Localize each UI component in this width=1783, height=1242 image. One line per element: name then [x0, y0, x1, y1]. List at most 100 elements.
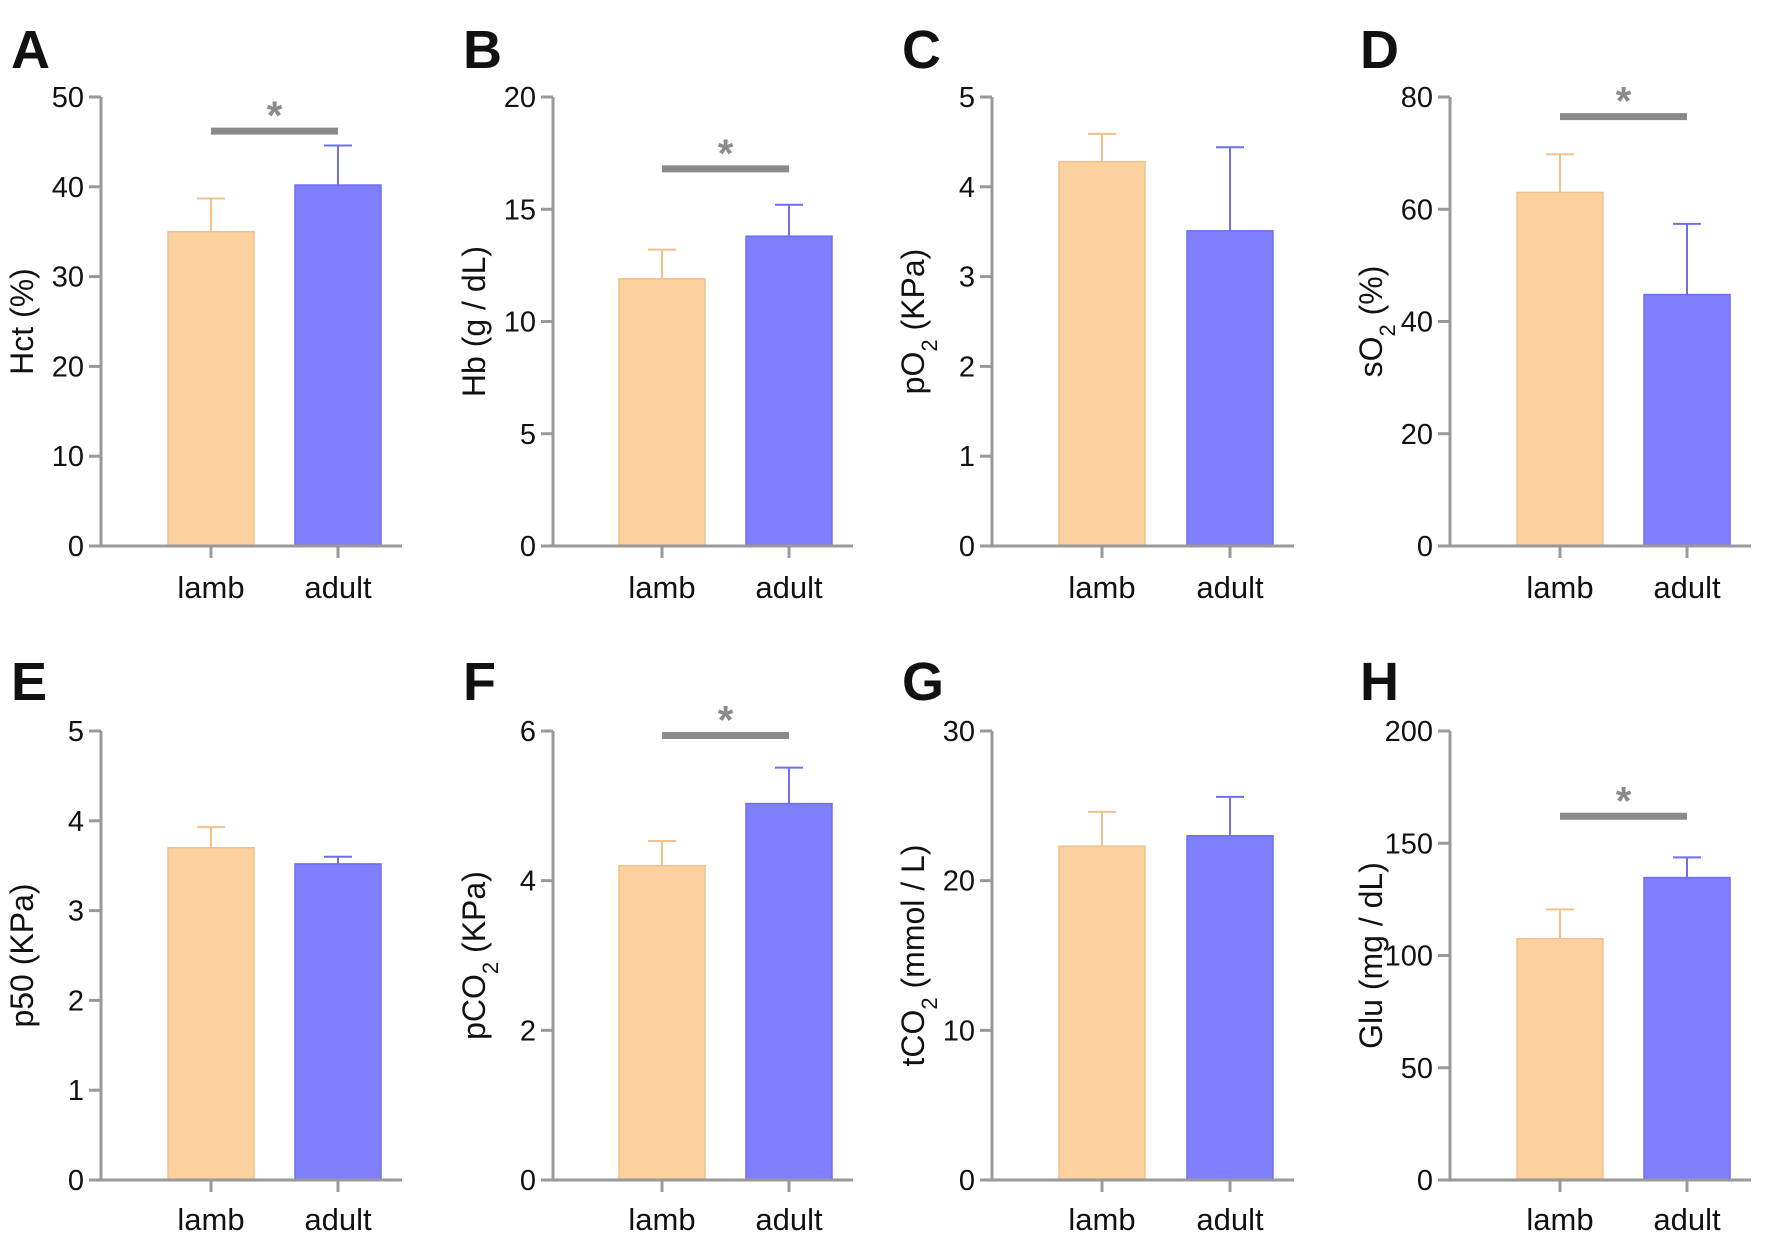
x-tick-label-lamb: lamb — [1526, 1202, 1593, 1237]
y-tick-label: 10 — [52, 441, 84, 473]
y-tick-label: 5 — [68, 716, 84, 748]
bar-lamb — [1058, 845, 1146, 1181]
y-tick-label: 40 — [52, 172, 84, 204]
y-tick-label: 4 — [959, 172, 975, 204]
x-tick-label-adult: adult — [1653, 570, 1721, 605]
y-axis-label: sO2 (%) — [1353, 266, 1400, 378]
significance-star: * — [267, 94, 283, 138]
y-tick-label: 10 — [943, 1015, 975, 1047]
significance-star: * — [1616, 80, 1632, 124]
y-tick-label: 2 — [959, 351, 975, 383]
bar-lamb — [1058, 160, 1146, 547]
panel-b: B Hb (g / dL) 0 5 10 15 20 lamb adult * — [456, 20, 853, 605]
y-tick-label: 4 — [68, 806, 84, 838]
bar-adult — [1643, 876, 1731, 1181]
x-tick-label-adult: adult — [1196, 1202, 1264, 1237]
y-tick-label: 0 — [1417, 531, 1433, 563]
panel-letter: C — [902, 20, 941, 80]
panel-letter: H — [1360, 652, 1399, 712]
x-tick-label-adult: adult — [1196, 570, 1264, 605]
y-tick-label: 15 — [504, 194, 536, 226]
y-tick-label: 0 — [959, 1165, 975, 1197]
bar-lamb — [1516, 937, 1604, 1181]
y-tick-label: 60 — [1401, 194, 1433, 226]
y-tick-label: 10 — [504, 307, 536, 339]
panel-letter: D — [1360, 20, 1399, 80]
x-tick-label-adult: adult — [304, 570, 372, 605]
y-tick-label: 0 — [68, 531, 84, 563]
bar-lamb — [1516, 191, 1604, 547]
x-tick-label-adult: adult — [1653, 1202, 1721, 1237]
y-tick-label: 5 — [959, 82, 975, 114]
y-tick-label: 20 — [943, 866, 975, 898]
y-tick-label: 20 — [52, 351, 84, 383]
y-tick-label: 0 — [520, 1165, 536, 1197]
y-tick-label: 6 — [520, 716, 536, 748]
y-tick-label: 30 — [52, 262, 84, 294]
x-tick-label-lamb: lamb — [1068, 570, 1135, 605]
y-axis-label: Hct (%) — [4, 268, 40, 375]
bar-adult — [745, 802, 833, 1181]
y-tick-label: 2 — [68, 985, 84, 1017]
bar-adult — [1186, 230, 1274, 547]
x-tick-label-lamb: lamb — [628, 1202, 695, 1237]
bar-adult — [1643, 293, 1731, 547]
y-tick-label: 50 — [52, 82, 84, 114]
y-tick-label: 3 — [68, 896, 84, 928]
y-tick-label: 20 — [1401, 419, 1433, 451]
bar-lamb — [167, 846, 255, 1181]
y-tick-label: 1 — [959, 441, 975, 473]
y-tick-label: 200 — [1385, 716, 1433, 748]
bar-adult — [294, 863, 382, 1181]
bar-adult — [745, 235, 833, 547]
bar-adult — [294, 184, 382, 547]
y-axis-label: pCO2 (KPa) — [456, 871, 503, 1040]
bar-adult — [1186, 835, 1274, 1181]
y-tick-label: 50 — [1401, 1053, 1433, 1085]
y-axis-label: Hb (g / dL) — [456, 246, 492, 397]
y-tick-label: 100 — [1385, 941, 1433, 973]
y-tick-label: 80 — [1401, 82, 1433, 114]
x-tick-label-adult: adult — [755, 1202, 823, 1237]
x-tick-label-lamb: lamb — [628, 570, 695, 605]
x-tick-label-lamb: lamb — [1526, 570, 1593, 605]
y-axis-label: Glu (mg / dL) — [1353, 862, 1389, 1049]
x-tick-label-lamb: lamb — [177, 570, 244, 605]
y-tick-label: 0 — [1417, 1165, 1433, 1197]
y-axis-label: p50 (KPa) — [4, 883, 40, 1027]
y-tick-label: 2 — [520, 1015, 536, 1047]
panel-letter: E — [11, 652, 47, 712]
significance-star: * — [718, 132, 734, 176]
y-tick-label: 30 — [943, 716, 975, 748]
bar-lamb — [618, 278, 706, 547]
panel-letter: F — [463, 652, 496, 712]
x-tick-label-adult: adult — [755, 570, 823, 605]
panel-letter: A — [11, 20, 50, 80]
x-tick-label-lamb: lamb — [177, 1202, 244, 1237]
y-tick-label: 1 — [68, 1075, 84, 1107]
y-tick-label: 40 — [1401, 307, 1433, 339]
bar-lamb — [618, 864, 706, 1181]
panel-letter: G — [902, 652, 944, 712]
y-axis-label: tCO2 (mmol / L) — [895, 844, 942, 1066]
y-tick-label: 0 — [959, 531, 975, 563]
y-tick-label: 4 — [520, 866, 536, 898]
panel-letter: B — [463, 20, 502, 80]
significance-star: * — [1616, 779, 1632, 823]
y-tick-label: 5 — [520, 419, 536, 451]
y-tick-label: 0 — [68, 1165, 84, 1197]
y-tick-label: 3 — [959, 262, 975, 294]
y-tick-label: 150 — [1385, 828, 1433, 860]
x-tick-label-lamb: lamb — [1068, 1202, 1135, 1237]
panel-h: H Glu (mg / dL) 0 50 100 150 200 lamb adult * — [1353, 652, 1751, 1237]
y-tick-label: 20 — [504, 82, 536, 114]
x-tick-label-adult: adult — [304, 1202, 372, 1237]
significance-star: * — [718, 698, 734, 742]
panel-a: A Hct (%) 0 10 20 30 40 50 lamb adult * — [4, 20, 402, 605]
